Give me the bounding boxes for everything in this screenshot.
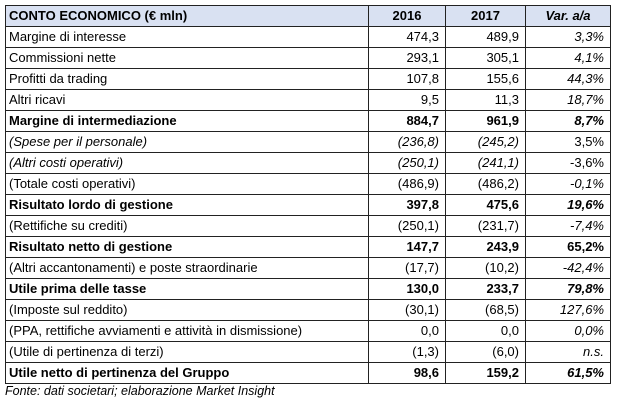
value-var: 127,6% [525,299,611,321]
table-row: Profitti da trading 107,8 155,6 44,3% [5,68,611,90]
value-2016: 147,7 [368,236,446,258]
value-2016: 884,7 [368,110,446,132]
value-var: 61,5% [525,362,611,384]
value-var: 79,8% [525,278,611,300]
value-var: 4,1% [525,47,611,69]
value-2017: 243,9 [445,236,526,258]
table-row: (Totale costi operativi) (486,9) (486,2) -0… [5,173,611,195]
table-row: Commissioni nette 293,1 305,1 4,1% [5,47,611,69]
row-label: (Utile di pertinenza di terzi) [5,341,369,363]
row-label: Commissioni nette [5,47,369,69]
value-2016: 0,0 [368,320,446,342]
value-2017: 489,9 [445,26,526,48]
table-row: Utile netto di pertinenza del Gruppo 98,6… [5,362,611,384]
value-2017: 305,1 [445,47,526,69]
row-label: Utile prima delle tasse [5,278,369,300]
header-title: CONTO ECONOMICO (€ mln) [5,5,369,27]
value-var: 44,3% [525,68,611,90]
value-var: 8,7% [525,110,611,132]
value-var: 3,5% [525,131,611,153]
row-label: (PPA, rettifiche avviamenti e attività i… [5,320,369,342]
row-label: Margine di interesse [5,26,369,48]
value-var: -42,4% [525,257,611,279]
table-row: (PPA, rettifiche avviamenti e attività i… [5,320,611,342]
value-2016: 130,0 [368,278,446,300]
value-var: 19,6% [525,194,611,216]
value-2016: (17,7) [368,257,446,279]
value-2017: (68,5) [445,299,526,321]
table-row: (Altri accantonamenti) e poste straordin… [5,257,611,279]
row-label: (Totale costi operativi) [5,173,369,195]
table-row: Altri ricavi 9,5 11,3 18,7% [5,89,611,111]
value-2017: (241,1) [445,152,526,174]
value-2016: 107,8 [368,68,446,90]
value-var: -0,1% [525,173,611,195]
row-label: Risultato netto di gestione [5,236,369,258]
table-row: (Utile di pertinenza di terzi) (1,3) (6,0)… [5,341,611,363]
table-row: Risultato netto di gestione 147,7 243,9 65,… [5,236,611,258]
table-row: (Spese per il personale) (236,8) (245,2) 3,… [5,131,611,153]
value-var: 3,3% [525,26,611,48]
value-2017: 11,3 [445,89,526,111]
source-note: Fonte: dati societari; elaborazione Mark… [5,384,275,398]
value-2016: (250,1) [368,152,446,174]
header-var: Var. a/a [525,5,611,27]
value-2016: (486,9) [368,173,446,195]
value-2017: 155,6 [445,68,526,90]
value-2016: 474,3 [368,26,446,48]
table-body: Margine di interesse 474,3 489,9 3,3% Commis… [5,26,611,384]
table-row: Utile prima delle tasse 130,0 233,7 79,8% [5,278,611,300]
value-2017: (245,2) [445,131,526,153]
value-var: -3,6% [525,152,611,174]
value-2017: (486,2) [445,173,526,195]
row-label: (Altri accantonamenti) e poste straordin… [5,257,369,279]
value-2016: (30,1) [368,299,446,321]
value-2016: 9,5 [368,89,446,111]
value-2017: 233,7 [445,278,526,300]
income-statement-table: CONTO ECONOMICO (€ mln) 2016 2017 Var. a… [5,5,611,384]
table-row: Margine di intermediazione 884,7 961,9 8,7% [5,110,611,132]
row-label: (Imposte sul reddito) [5,299,369,321]
header-year-2017: 2017 [445,5,526,27]
value-var: 65,2% [525,236,611,258]
table-row: (Rettifiche su crediti) (250,1) (231,7) -7,… [5,215,611,237]
table-row: Margine di interesse 474,3 489,9 3,3% [5,26,611,48]
value-2017: 0,0 [445,320,526,342]
value-2016: (250,1) [368,215,446,237]
value-2016: (1,3) [368,341,446,363]
table-header-row: CONTO ECONOMICO (€ mln) 2016 2017 Var. a… [5,5,611,27]
row-label: (Rettifiche su crediti) [5,215,369,237]
value-var: 0,0% [525,320,611,342]
row-label: Profitti da trading [5,68,369,90]
row-label: Risultato lordo di gestione [5,194,369,216]
value-var: n.s. [525,341,611,363]
table-row: Risultato lordo di gestione 397,8 475,6 19,… [5,194,611,216]
row-label: Margine di intermediazione [5,110,369,132]
value-2017: 475,6 [445,194,526,216]
value-2017: 159,2 [445,362,526,384]
row-label: Utile netto di pertinenza del Gruppo [5,362,369,384]
income-statement-container: CONTO ECONOMICO (€ mln) 2016 2017 Var. a… [5,5,611,384]
value-2016: (236,8) [368,131,446,153]
value-2017: (10,2) [445,257,526,279]
header-year-2016: 2016 [368,5,446,27]
value-2017: (231,7) [445,215,526,237]
value-2016: 98,6 [368,362,446,384]
value-var: 18,7% [525,89,611,111]
value-2017: 961,9 [445,110,526,132]
value-2016: 293,1 [368,47,446,69]
row-label: (Altri costi operativi) [5,152,369,174]
row-label: (Spese per il personale) [5,131,369,153]
table-row: (Altri costi operativi) (250,1) (241,1) -3,… [5,152,611,174]
value-2016: 397,8 [368,194,446,216]
row-label: Altri ricavi [5,89,369,111]
value-2017: (6,0) [445,341,526,363]
value-var: -7,4% [525,215,611,237]
table-row: (Imposte sul reddito) (30,1) (68,5) 127,6% [5,299,611,321]
